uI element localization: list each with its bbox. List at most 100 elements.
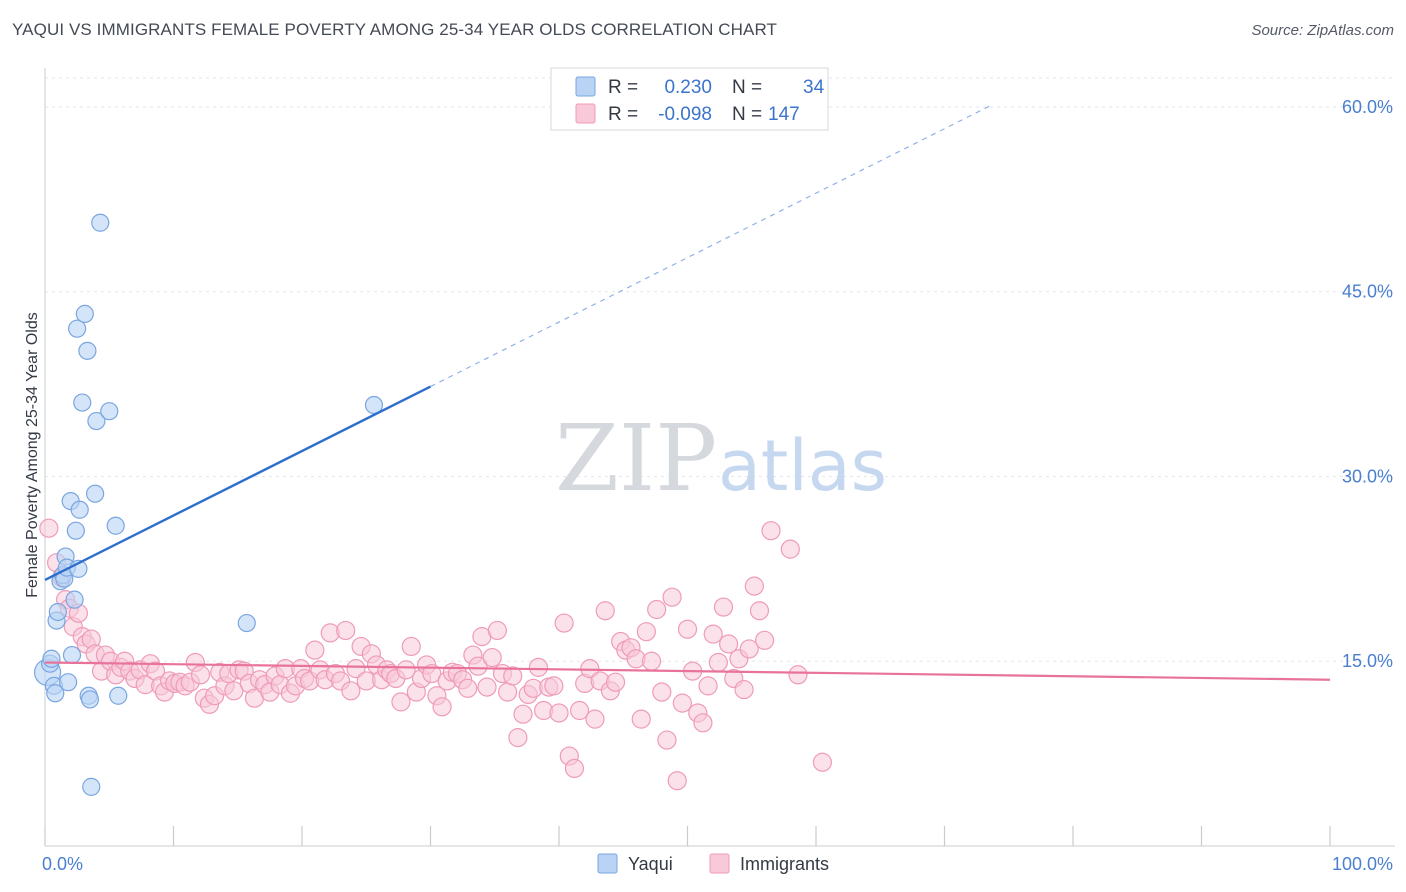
yaqui-point <box>59 673 78 692</box>
yaqui-point <box>100 402 119 421</box>
immigrants-point <box>667 771 687 791</box>
immigrants-point <box>734 679 754 700</box>
legend: R = 0.230 N = 34 R = -0.098 N = 147 <box>550 67 829 131</box>
immigrants-point <box>585 709 605 729</box>
immigrants-point <box>641 651 662 671</box>
yaqui-point <box>42 649 61 668</box>
yaqui-point <box>65 590 84 609</box>
immigrants-point <box>605 672 626 692</box>
immigrants-point <box>698 676 718 696</box>
immigrants-point <box>761 521 781 541</box>
immigrants-point <box>396 660 416 680</box>
yaqui-point <box>80 690 100 709</box>
axes: 15.0% 30.0% 45.0% 60.0% 0.0% 100.0% <box>42 68 1395 874</box>
immigrants-point <box>544 676 564 696</box>
immigrants-points <box>39 518 833 791</box>
yaqui-point <box>70 500 89 519</box>
yaqui-point <box>73 393 92 412</box>
trend-lines <box>44 105 1331 681</box>
yaqui-point <box>86 484 105 503</box>
yaqui-point <box>68 319 87 338</box>
immigrants-point <box>513 704 533 724</box>
legend-n-value: 147 <box>768 104 800 125</box>
legend-r-label: R = <box>608 77 638 98</box>
immigrants-point <box>564 758 585 779</box>
immigrants-point <box>780 539 800 559</box>
immigrants-trend-line <box>44 661 1331 681</box>
immigrants-point <box>744 576 764 596</box>
legend-box <box>550 67 829 131</box>
immigrants-point <box>662 587 682 607</box>
y-tick-label: 45.0% <box>1342 282 1393 302</box>
immigrants-point <box>190 665 211 685</box>
legend-r-label: R = <box>608 104 638 125</box>
immigrants-point <box>703 624 723 644</box>
immigrants-point <box>528 657 549 677</box>
immigrants-point <box>677 619 698 639</box>
yaqui-trend-line <box>44 385 432 582</box>
immigrants-point <box>652 682 672 702</box>
immigrants-point <box>719 634 739 654</box>
immigrants-point <box>224 681 244 701</box>
bottom-legend-yaqui: Yaqui <box>628 854 673 874</box>
legend-n-value: 34 <box>803 77 825 98</box>
y-tick-label: 15.0% <box>1342 651 1393 671</box>
bottom-legend-swatch-yaqui <box>597 853 618 874</box>
legend-r-value: -0.098 <box>658 104 712 125</box>
yaqui-point <box>78 341 97 360</box>
legend-n-label: N = <box>732 77 762 98</box>
immigrants-point <box>346 659 366 679</box>
legend-r-value: 0.230 <box>664 77 712 98</box>
bottom-legend-immigrants: Immigrants <box>740 854 829 874</box>
immigrants-point <box>693 713 713 733</box>
yaqui-point <box>82 777 101 796</box>
immigrants-point <box>713 597 734 617</box>
immigrants-point <box>401 636 421 657</box>
immigrants-point <box>498 682 518 702</box>
yaqui-point <box>48 602 67 622</box>
yaqui-point <box>87 411 106 431</box>
immigrants-point <box>482 647 502 668</box>
legend-n-label: N = <box>732 104 762 125</box>
immigrants-point <box>549 703 569 723</box>
y-tick-label: 30.0% <box>1342 466 1393 486</box>
immigrants-point <box>554 613 574 633</box>
immigrants-point <box>708 652 728 673</box>
x-tick-label: 100.0% <box>1332 854 1393 874</box>
immigrants-point <box>432 697 452 717</box>
bottom-legend-swatch-immigrants <box>709 853 730 874</box>
immigrants-point <box>739 639 759 659</box>
immigrants-point <box>749 601 770 621</box>
yaqui-point <box>46 684 65 703</box>
immigrants-point <box>391 692 411 712</box>
chart-title: YAQUI VS IMMIGRANTS FEMALE POVERTY AMONG… <box>12 20 778 39</box>
yaqui-points <box>33 213 384 796</box>
yaqui-point <box>106 516 125 535</box>
immigrants-point <box>657 730 677 750</box>
immigrants-point <box>477 677 497 697</box>
immigrants-point <box>812 752 833 772</box>
immigrants-point <box>422 663 442 684</box>
immigrants-point <box>468 656 488 676</box>
source-credit: Source: ZipAtlas.com <box>1251 22 1394 39</box>
watermark: ZIP atlas <box>555 405 887 512</box>
immigrants-point <box>595 601 615 621</box>
gridlines <box>45 77 1395 662</box>
immigrants-point <box>39 518 59 538</box>
immigrants-point <box>305 640 325 660</box>
immigrants-point <box>647 599 667 620</box>
yaqui-point <box>66 521 85 540</box>
immigrants-point <box>569 700 590 721</box>
watermark-zip: ZIP <box>555 405 717 512</box>
immigrants-point <box>336 620 356 641</box>
immigrants-point <box>788 665 808 685</box>
immigrants-point <box>636 622 656 642</box>
x-tick-label: 0.0% <box>42 854 83 874</box>
yaqui-point <box>237 613 256 633</box>
yaqui-point <box>109 686 128 705</box>
yaqui-point <box>62 645 82 665</box>
yaqui-point <box>75 304 94 323</box>
immigrants-point <box>503 666 523 686</box>
yaqui-point <box>91 213 110 232</box>
immigrants-point <box>672 693 692 713</box>
